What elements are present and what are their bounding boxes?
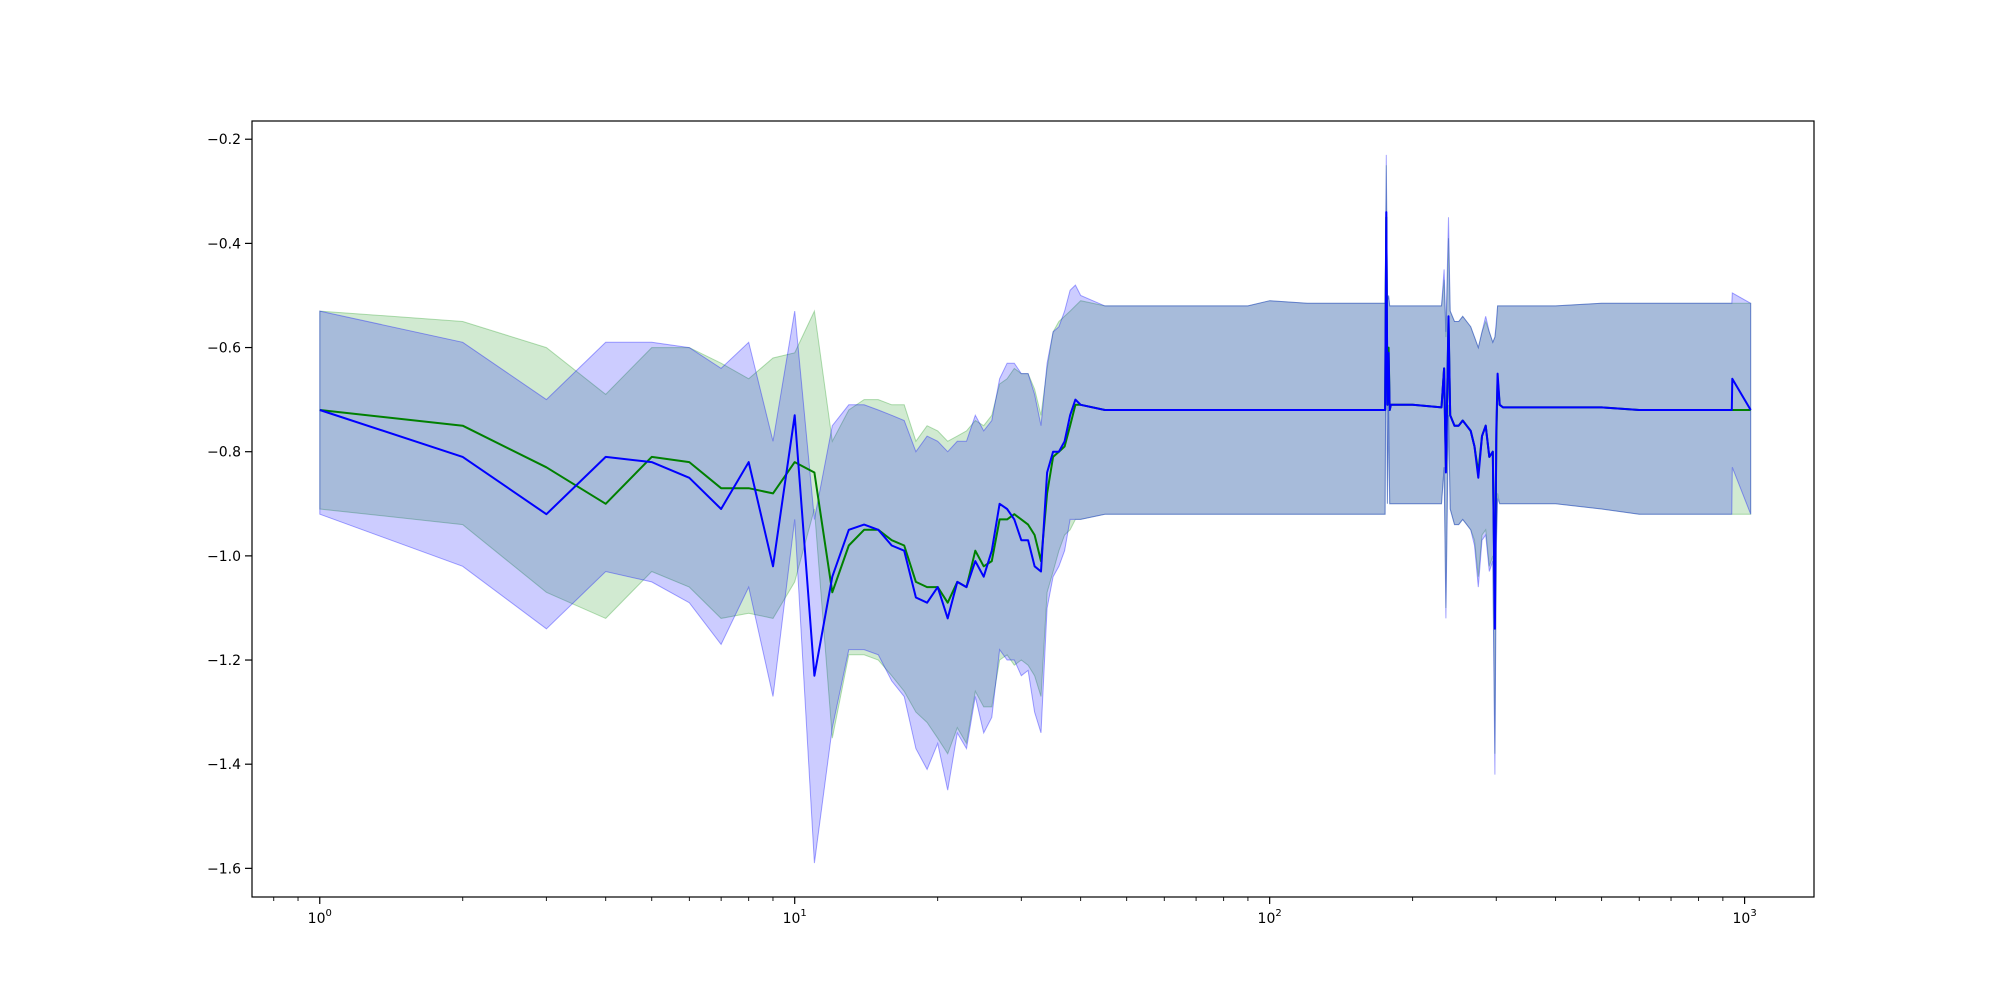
series-lines: [319, 211, 1752, 677]
x-tick-label: 100: [308, 908, 332, 927]
y-axis: −1.6 −1.4 −1.2 −1.0 −0.8 −0.6 −0.4 −0.2: [207, 132, 252, 877]
y-tick-label: −0.2: [207, 132, 241, 148]
x-tick-label: 103: [1732, 908, 1756, 927]
x-axis: 100 101 102 103: [273, 897, 1757, 927]
y-tick-label: −1.0: [207, 549, 241, 565]
series-line-2: [319, 211, 1752, 677]
y-tick-label: −1.4: [207, 757, 241, 773]
confidence-band-2: [319, 154, 1752, 864]
confidence-bands: [319, 154, 1752, 864]
y-tick-label: −1.2: [207, 653, 241, 669]
confidence-band-1: [319, 165, 1752, 755]
y-tick-label: −0.8: [207, 445, 241, 461]
y-tick-label: −1.6: [207, 861, 241, 877]
y-tick-label: −0.4: [207, 236, 241, 252]
x-tick-label: 101: [783, 908, 807, 927]
plot-frame: [251, 120, 1815, 898]
x-tick-label: 102: [1258, 908, 1282, 927]
y-tick-label: −0.6: [207, 341, 241, 357]
